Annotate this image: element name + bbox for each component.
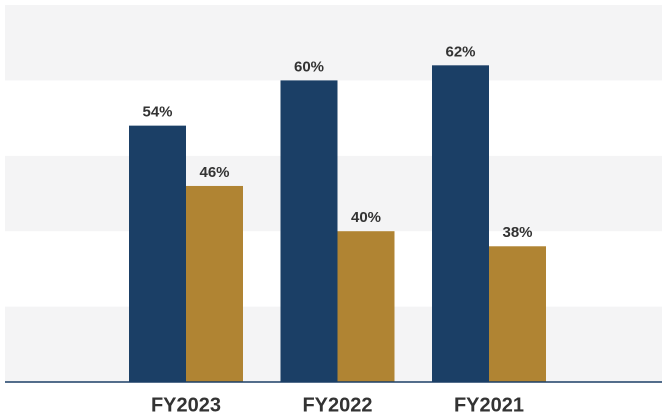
bar	[129, 125, 186, 382]
x-tick-label: FY2022	[302, 394, 372, 416]
data-label: 62%	[445, 43, 475, 60]
bar	[186, 185, 243, 382]
bar	[489, 246, 546, 382]
bar	[280, 80, 338, 383]
data-label: 60%	[294, 58, 324, 75]
grid-band	[5, 5, 662, 81]
bar	[337, 231, 395, 382]
data-label: 40%	[351, 209, 381, 226]
x-tick-label: FY2021	[454, 394, 524, 416]
data-label: 38%	[502, 224, 532, 241]
bar	[432, 65, 489, 382]
data-label: 46%	[199, 164, 229, 181]
data-label: 54%	[142, 104, 172, 121]
x-tick-label: FY2023	[151, 394, 221, 416]
